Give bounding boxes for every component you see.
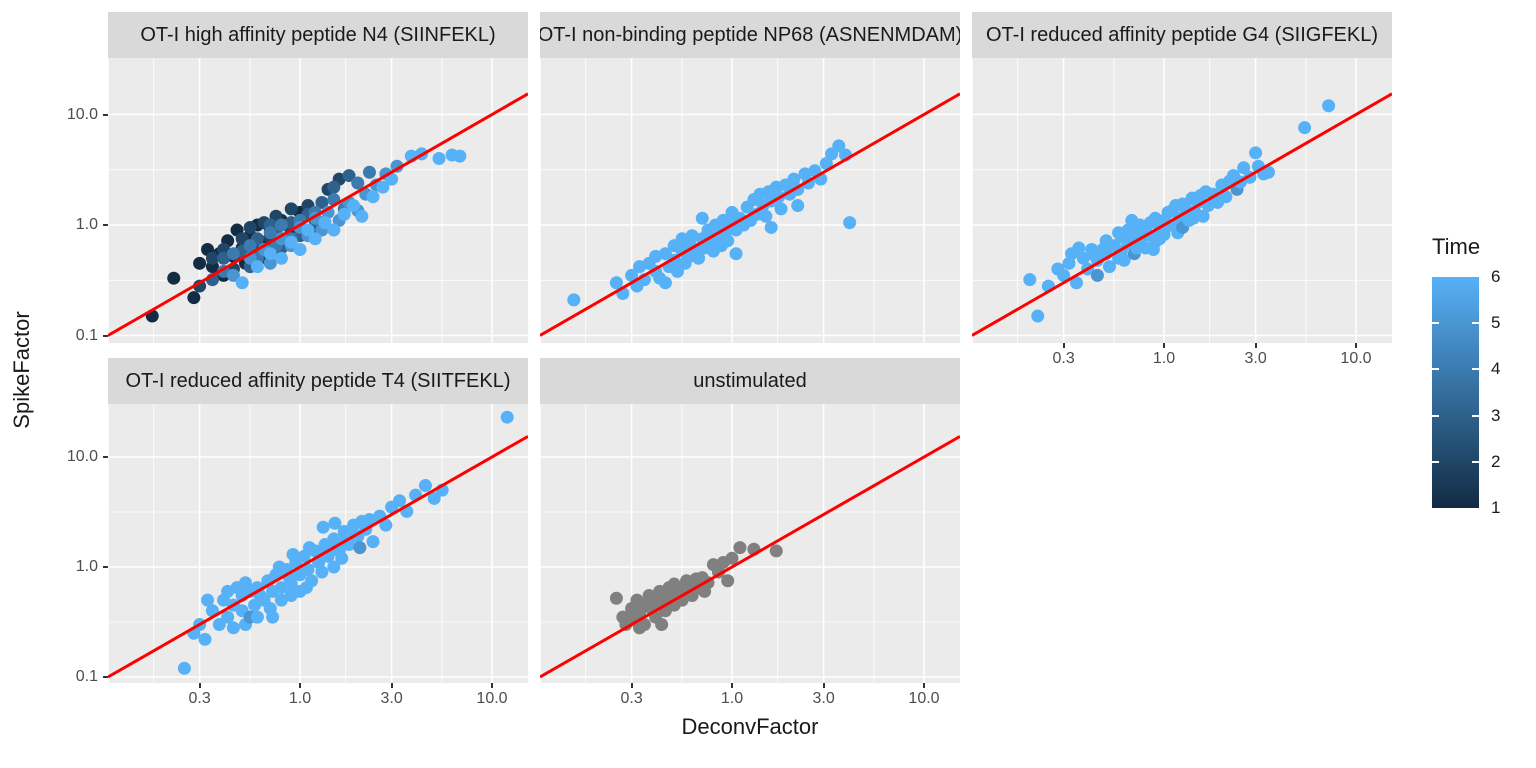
y-tick-label: 10.0 <box>66 448 98 465</box>
y-tick-label: 10.0 <box>66 105 98 123</box>
panel-gridlines <box>540 404 960 683</box>
legend-bar-tick <box>1432 414 1439 417</box>
data-points <box>1023 99 1336 323</box>
data-points <box>145 147 467 323</box>
x-tick-mark <box>731 683 733 688</box>
y-tick-mark <box>103 334 108 337</box>
legend-colorbar <box>1432 277 1479 508</box>
scatter-panel <box>108 58 528 343</box>
x-tick-label: 3.0 <box>1244 350 1267 367</box>
scatter-panel <box>972 58 1392 343</box>
identity-reference-line <box>972 92 1392 337</box>
x-tick-mark <box>1355 343 1357 348</box>
x-tick-label: 10.0 <box>908 690 940 707</box>
x-tick-mark <box>1254 343 1257 348</box>
legend-tick-label: 1 <box>1491 498 1501 517</box>
legend-bar-tick <box>1472 368 1479 371</box>
x-tick-mark <box>1062 343 1065 348</box>
facet-strip: OT-I reduced affinity peptide G4 (SIIGFE… <box>972 12 1392 58</box>
legend-bar-tick <box>1432 368 1439 371</box>
x-tick-mark <box>630 683 633 688</box>
legend-bar-tick <box>1432 322 1439 325</box>
facet-title: OT-I reduced affinity peptide G4 (SIIGFE… <box>985 23 1379 46</box>
x-tick-mark <box>491 683 493 688</box>
x-tick-mark <box>923 683 925 688</box>
scatter-panel <box>540 58 960 343</box>
y-tick-label: 0.1 <box>75 326 98 344</box>
x-tick-label: 0.3 <box>620 690 643 707</box>
x-tick-label: 3.0 <box>812 690 835 707</box>
facet-strip: unstimulated <box>540 358 960 404</box>
scatter-panel <box>540 404 960 683</box>
x-tick-mark <box>822 683 825 688</box>
x-tick-label: 10.0 <box>476 690 508 707</box>
legend-tick-label: 2 <box>1491 451 1501 471</box>
x-tick-label: 10.0 <box>1340 350 1372 367</box>
y-tick-label: 0.1 <box>75 668 98 685</box>
legend-bar-tick <box>1432 460 1439 463</box>
identity-reference-line <box>108 435 528 679</box>
facet-title: OT-I non-binding peptide NP68 (ASNENMDAM… <box>540 23 960 46</box>
y-tick-mark <box>103 676 108 678</box>
facet-title: OT-I reduced affinity peptide T4 (SIITFE… <box>125 369 511 392</box>
legend-tick-label: 4 <box>1491 359 1501 379</box>
y-tick-mark <box>103 566 108 568</box>
y-tick-label: 1.0 <box>75 216 98 233</box>
y-tick-mark <box>103 456 108 458</box>
y-tick-mark <box>103 224 108 226</box>
facet-title: unstimulated <box>693 369 807 392</box>
legend-tick-label: 3 <box>1491 405 1501 425</box>
x-tick-label: 3.0 <box>380 690 403 707</box>
scatter-panel <box>108 404 528 683</box>
legend-tick-label: 5 <box>1491 313 1501 333</box>
x-tick-label: 1.0 <box>1152 350 1176 367</box>
facet-strip: OT-I reduced affinity peptide T4 (SIITFE… <box>108 358 528 404</box>
x-tick-label: 1.0 <box>288 690 312 707</box>
data-points <box>177 410 514 675</box>
identity-reference-line <box>540 92 960 337</box>
facet-strip: OT-I non-binding peptide NP68 (ASNENMDAM… <box>540 12 960 58</box>
x-tick-label: 0.3 <box>188 690 211 707</box>
x-tick-label: 0.3 <box>1052 350 1075 367</box>
x-tick-label: 1.0 <box>720 690 744 707</box>
x-tick-mark <box>299 683 301 688</box>
legend-title: Time <box>1432 234 1481 259</box>
facet-title: OT-I high affinity peptide N4 (SIINFEKL) <box>140 23 496 46</box>
panel-gridlines <box>540 58 960 343</box>
legend-bar-tick <box>1472 414 1479 417</box>
x-tick-mark <box>198 683 201 688</box>
legend-tick-label: 6 <box>1491 267 1501 286</box>
legend-bar-tick <box>1472 322 1479 325</box>
x-tick-mark <box>390 683 393 688</box>
facet-strip: OT-I high affinity peptide N4 (SIINFEKL) <box>108 12 528 58</box>
legend-bar-tick <box>1472 460 1479 463</box>
identity-reference-line <box>540 435 960 679</box>
x-tick-mark <box>1163 343 1165 348</box>
x-axis-title: DeconvFactor <box>681 714 819 739</box>
y-tick-mark <box>103 113 108 116</box>
y-tick-label: 1.0 <box>75 558 98 575</box>
identity-reference-line <box>108 92 528 337</box>
